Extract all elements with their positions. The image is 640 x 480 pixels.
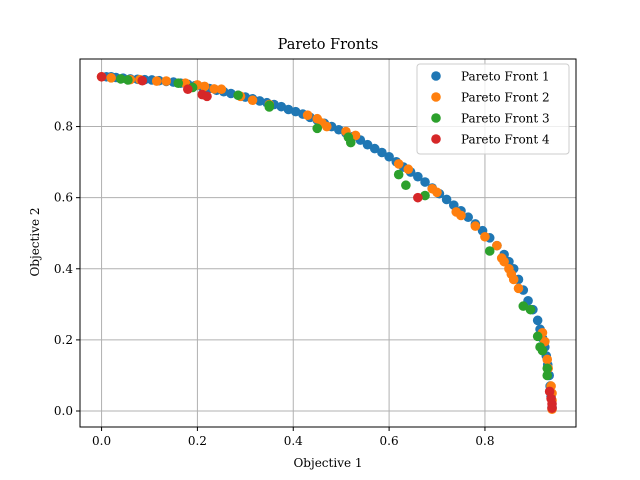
data-point bbox=[480, 231, 490, 242]
data-point bbox=[247, 95, 258, 106]
data-point bbox=[432, 187, 442, 198]
y-axis-ticks: 0.0 0.2 0.4 0.6 0.8 bbox=[54, 120, 80, 418]
data-point bbox=[137, 75, 148, 86]
data-point bbox=[96, 71, 107, 82]
data-point bbox=[202, 91, 212, 102]
data-point bbox=[513, 283, 524, 294]
data-point bbox=[508, 274, 519, 285]
data-point bbox=[499, 256, 509, 267]
data-point bbox=[401, 180, 411, 191]
data-point bbox=[183, 84, 193, 95]
legend-marker bbox=[431, 113, 441, 123]
data-point bbox=[333, 124, 344, 135]
data-point bbox=[302, 110, 313, 120]
data-point bbox=[518, 301, 529, 311]
data-point bbox=[470, 221, 481, 231]
data-point bbox=[322, 121, 332, 132]
data-point bbox=[393, 159, 404, 169]
data-point bbox=[312, 123, 323, 134]
legend-marker bbox=[431, 134, 441, 144]
data-point bbox=[377, 147, 387, 158]
data-point bbox=[264, 102, 275, 112]
data-point bbox=[216, 84, 227, 95]
data-point bbox=[115, 74, 126, 84]
data-point bbox=[151, 76, 162, 86]
data-point bbox=[161, 76, 172, 86]
y-tick-label: 0.4 bbox=[54, 262, 73, 276]
legend: Pareto Front 1 Pareto Front 2 Pareto Front… bbox=[416, 63, 570, 155]
data-point bbox=[542, 354, 553, 365]
data-point bbox=[254, 96, 265, 106]
data-point bbox=[413, 192, 423, 203]
legend-marker bbox=[431, 71, 441, 81]
chart-title: Pareto Fronts bbox=[278, 37, 379, 53]
legend-label: Pareto Front 1 bbox=[461, 70, 550, 84]
data-point bbox=[199, 81, 210, 92]
data-point bbox=[173, 78, 184, 88]
data-point bbox=[403, 164, 414, 175]
data-point bbox=[123, 75, 133, 85]
data-point bbox=[393, 169, 404, 180]
data-point bbox=[544, 386, 555, 397]
legend-marker bbox=[431, 92, 441, 102]
data-point bbox=[233, 90, 243, 101]
data-point bbox=[441, 194, 452, 205]
scatter-points bbox=[96, 71, 557, 415]
data-point bbox=[413, 171, 423, 182]
y-tick-label: 0.6 bbox=[54, 191, 73, 205]
data-point bbox=[276, 101, 287, 112]
data-point bbox=[532, 315, 543, 326]
data-point bbox=[350, 130, 361, 141]
y-tick-label: 0.8 bbox=[54, 120, 73, 134]
legend-box bbox=[416, 63, 570, 155]
data-point bbox=[537, 345, 548, 356]
data-point bbox=[492, 240, 502, 251]
x-tick-label: 0.8 bbox=[475, 434, 494, 448]
x-tick-label: 0.4 bbox=[284, 434, 303, 448]
legend-label: Pareto Front 3 bbox=[461, 112, 550, 126]
plot-frame bbox=[79, 58, 577, 428]
data-point bbox=[463, 212, 473, 223]
y-tick-label: 0.0 bbox=[54, 404, 73, 418]
data-point bbox=[362, 139, 373, 150]
data-point bbox=[456, 210, 466, 221]
data-point bbox=[209, 84, 219, 94]
data-point bbox=[345, 137, 356, 148]
data-point bbox=[106, 73, 116, 83]
data-point bbox=[547, 403, 557, 413]
data-point bbox=[369, 143, 380, 154]
legend-label: Pareto Front 2 bbox=[461, 91, 550, 105]
x-axis-ticks: 0.0 0.2 0.4 0.6 0.8 bbox=[92, 427, 494, 448]
x-tick-label: 0.6 bbox=[380, 434, 399, 448]
legend-label: Pareto Front 4 bbox=[461, 133, 550, 147]
data-point bbox=[484, 246, 495, 256]
data-point bbox=[532, 331, 543, 342]
x-tick-label: 0.0 bbox=[92, 434, 111, 448]
x-axis-label: Objective 1 bbox=[293, 456, 362, 470]
data-point bbox=[420, 177, 430, 187]
data-point bbox=[226, 88, 236, 99]
y-axis-label: Objective 2 bbox=[28, 207, 42, 276]
y-tick-label: 0.2 bbox=[54, 333, 73, 347]
series-3-points bbox=[115, 74, 553, 381]
data-point bbox=[542, 370, 553, 381]
data-point bbox=[525, 304, 536, 315]
data-point bbox=[542, 363, 553, 374]
series-4-points bbox=[96, 71, 557, 413]
data-point bbox=[384, 151, 394, 162]
x-tick-label: 0.2 bbox=[188, 434, 207, 448]
